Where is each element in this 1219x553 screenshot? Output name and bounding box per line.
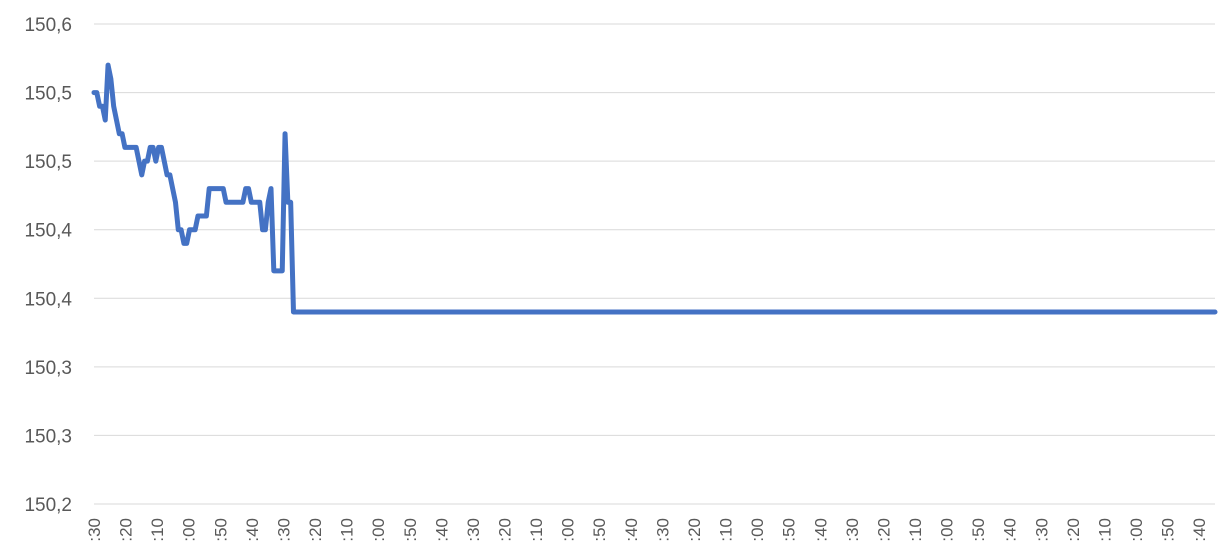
x-tick-label: :00 bbox=[1127, 518, 1146, 542]
y-axis: 150,2 150,3 150,3 150,4 150,4 150,5 150,5 150,6 bbox=[24, 15, 72, 516]
x-tick-label: :50 bbox=[969, 518, 988, 542]
x-tick-label: :40 bbox=[1190, 518, 1209, 542]
y-tick-label: 150,2 bbox=[24, 495, 72, 516]
x-tick-label: :40 bbox=[243, 518, 262, 542]
x-tick-label: :50 bbox=[211, 518, 230, 542]
x-tick-label: :20 bbox=[496, 518, 515, 542]
x-tick-label: :20 bbox=[874, 518, 893, 542]
y-tick-label: 150,3 bbox=[24, 426, 72, 447]
x-tick-label: :00 bbox=[369, 518, 388, 542]
x-tick-label: :10 bbox=[906, 518, 925, 542]
x-tick-label: :10 bbox=[1095, 518, 1114, 542]
x-tick-label: :00 bbox=[938, 518, 957, 542]
x-tick-label: :00 bbox=[748, 518, 767, 542]
y-tick-label: 150,6 bbox=[24, 15, 72, 36]
x-tick-label: :20 bbox=[1064, 518, 1083, 542]
x-tick-label: :20 bbox=[306, 518, 325, 542]
x-tick-label: :30 bbox=[653, 518, 672, 542]
x-tick-label: :30 bbox=[464, 518, 483, 542]
y-gridlines bbox=[94, 23, 1215, 505]
y-tick-label: 150,4 bbox=[24, 221, 72, 242]
x-axis: :30 :20 :10 :00 :50 :40 :30 :20 :10 :00 :50 :40 :30:… bbox=[85, 518, 1209, 542]
x-tick-label: :40 bbox=[622, 518, 641, 542]
x-tick-label: :00 bbox=[180, 518, 199, 542]
x-tick-label: :30 bbox=[843, 518, 862, 542]
y-tick-label: 150,5 bbox=[24, 84, 72, 105]
x-tick-label: :10 bbox=[527, 518, 546, 542]
x-tick-label: :00 bbox=[559, 518, 578, 542]
y-tick-label: 150,5 bbox=[24, 152, 72, 173]
x-tick-label: :20 bbox=[685, 518, 704, 542]
x-tick-label: :40 bbox=[811, 518, 830, 542]
x-tick-label: :50 bbox=[590, 518, 609, 542]
y-tick-label: 150,4 bbox=[24, 289, 72, 310]
x-tick-label: :50 bbox=[1159, 518, 1178, 542]
x-tick-label: :10 bbox=[717, 518, 736, 542]
x-tick-label: :30 bbox=[85, 518, 104, 542]
x-tick-label: :30 bbox=[1032, 518, 1051, 542]
x-tick-label: :30 bbox=[274, 518, 293, 542]
x-tick-label: :50 bbox=[780, 518, 799, 542]
x-tick-label: :10 bbox=[338, 518, 357, 542]
plot-area bbox=[91, 62, 1218, 315]
x-tick-label: :20 bbox=[117, 518, 136, 542]
x-tick-label: :40 bbox=[1001, 518, 1020, 542]
y-tick-label: 150,3 bbox=[24, 358, 72, 379]
x-tick-label: :50 bbox=[401, 518, 420, 542]
x-tick-label: :40 bbox=[432, 518, 451, 542]
series-line bbox=[91, 62, 1218, 315]
x-tick-label: :10 bbox=[148, 518, 167, 542]
